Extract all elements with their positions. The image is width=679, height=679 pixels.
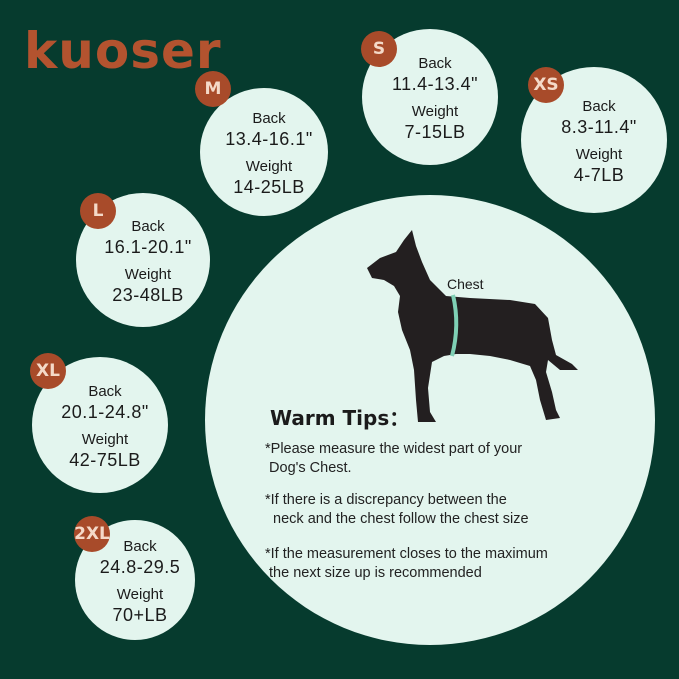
- weight-value: 4-7LB: [573, 165, 625, 185]
- size-badge: XS: [528, 67, 564, 103]
- weight-value: 42-75LB: [69, 450, 141, 470]
- back-label: Back: [88, 383, 122, 400]
- back-value: 13.4-16.1": [225, 129, 313, 149]
- weight-value: 14-25LB: [233, 177, 305, 197]
- back-value: 11.4-13.4": [391, 74, 479, 94]
- weight-label: Weight: [575, 146, 623, 163]
- weight-label: Weight: [245, 158, 293, 175]
- weight-label: Weight: [81, 431, 129, 448]
- back-label: Back: [123, 538, 157, 555]
- back-label: Back: [418, 55, 452, 72]
- size-badge: 2XL: [74, 516, 110, 552]
- size-circle-xs: Back 8.3-11.4" Weight 4-7LB: [521, 67, 667, 213]
- back-value: 20.1-24.8": [61, 402, 149, 422]
- chest-label: Chest: [447, 276, 484, 292]
- back-value: 8.3-11.4": [561, 117, 637, 137]
- brand-logo: kuoser: [24, 22, 222, 80]
- size-circle-m: Back 13.4-16.1" Weight 14-25LB: [200, 88, 328, 216]
- size-badge: L: [80, 193, 116, 229]
- tip-item: *Please measure the widest part of your …: [265, 441, 523, 476]
- back-label: Back: [582, 98, 616, 115]
- weight-value: 23-48LB: [112, 285, 184, 305]
- weight-label: Weight: [116, 586, 164, 603]
- weight-label: Weight: [411, 103, 459, 120]
- size-badge: XL: [30, 353, 66, 389]
- back-value: 16.1-20.1": [104, 237, 192, 257]
- weight-label: Weight: [124, 266, 172, 283]
- weight-value: 70+LB: [112, 605, 168, 625]
- tips-title: Warm Tips：: [270, 406, 410, 430]
- size-badge: S: [361, 31, 397, 67]
- weight-value: 7-15LB: [404, 122, 466, 142]
- tip-item: *If the measurement closes to the maximu…: [265, 546, 548, 581]
- tip-item: *If there is a discrepancy between the n…: [265, 492, 529, 527]
- size-badge: M: [195, 71, 231, 107]
- back-label: Back: [131, 218, 165, 235]
- back-label: Back: [252, 110, 286, 127]
- back-value: 24.8-29.5: [99, 557, 181, 577]
